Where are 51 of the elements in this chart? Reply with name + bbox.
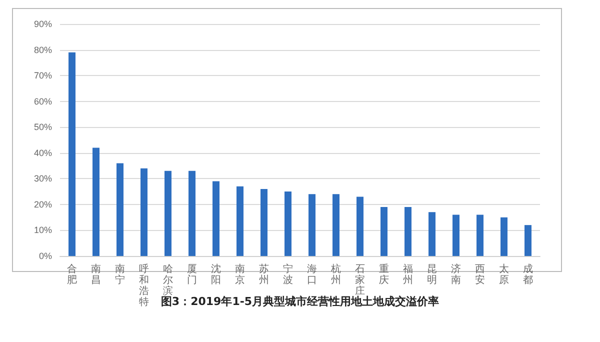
y-tick-label: 40% [34, 148, 52, 158]
y-tick-label: 0% [38, 251, 52, 261]
x-tick-label: 济南 [451, 263, 461, 286]
bar [452, 214, 460, 256]
x-tick-label: 石家庄 [355, 264, 365, 297]
x-tick-label: 沈阳 [211, 263, 221, 286]
bar [212, 181, 220, 256]
bar [164, 170, 172, 256]
x-tick-label: 哈尔滨 [163, 263, 173, 297]
x-tick-label: 海口 [307, 263, 317, 286]
x-tick-label: 昆明 [427, 264, 437, 286]
y-tick-label: 80% [34, 44, 52, 55]
x-tick-label: 厦门 [187, 264, 197, 286]
x-tick-label: 西安 [475, 264, 485, 286]
x-tick-label: 福州 [403, 263, 413, 286]
bar [236, 186, 244, 256]
x-tick-label: 南昌 [91, 263, 101, 286]
bar [404, 207, 412, 256]
x-tick-label: 宁波 [283, 263, 293, 286]
bar [92, 148, 100, 256]
bar [356, 196, 364, 256]
x-tick-label: 苏州 [259, 263, 269, 286]
x-tick-label: 重庆 [379, 263, 389, 286]
bar [116, 163, 124, 256]
y-tick-label: 20% [34, 199, 52, 210]
y-tick-label: 90% [34, 19, 52, 29]
text: 图3：2019年1-5月典型城市经营性用地土地成交溢价率 [160, 295, 440, 308]
bar [428, 212, 436, 256]
bar [476, 214, 484, 256]
x-tick-label: 成都 [523, 263, 533, 286]
bar [500, 217, 508, 256]
y-tick-label: 30% [34, 174, 52, 184]
y-tick-label: 60% [34, 96, 52, 106]
bar [68, 52, 76, 256]
y-tick-label: 70% [34, 70, 52, 81]
x-tick-label: 呼和浩特 [139, 263, 149, 308]
bar [332, 194, 340, 256]
x-tick-label: 杭州 [330, 263, 341, 286]
bar [380, 207, 388, 256]
x-tick-label: 南宁 [115, 263, 125, 286]
bar [140, 168, 148, 256]
y-tick-label: 50% [34, 122, 52, 132]
x-tick-label: 太原 [499, 263, 509, 286]
bar [188, 170, 196, 256]
bar [260, 188, 268, 256]
bar [308, 194, 316, 256]
y-tick-label: 10% [34, 225, 52, 236]
bar [284, 192, 292, 256]
x-tick-label: 合肥 [67, 263, 77, 286]
x-tick-label: 南京 [235, 263, 245, 286]
bar [524, 225, 532, 256]
